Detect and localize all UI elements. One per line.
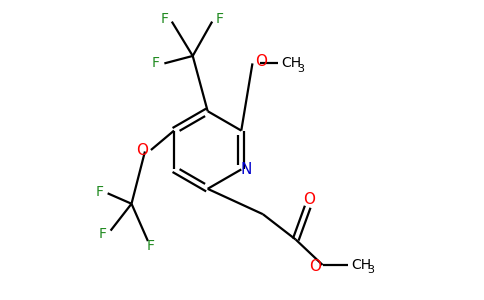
- Text: O: O: [256, 54, 268, 69]
- Text: O: O: [136, 142, 148, 158]
- Text: N: N: [241, 162, 252, 177]
- Text: 3: 3: [367, 265, 375, 275]
- Text: 3: 3: [297, 64, 304, 74]
- Text: F: F: [152, 56, 160, 70]
- Text: F: F: [95, 185, 103, 199]
- Text: O: O: [303, 192, 315, 207]
- Text: F: F: [215, 12, 224, 26]
- Text: CH: CH: [351, 258, 371, 272]
- Text: F: F: [98, 226, 106, 241]
- Text: O: O: [309, 259, 321, 274]
- Text: F: F: [160, 12, 168, 26]
- Text: CH: CH: [281, 56, 301, 70]
- Text: F: F: [147, 239, 155, 254]
